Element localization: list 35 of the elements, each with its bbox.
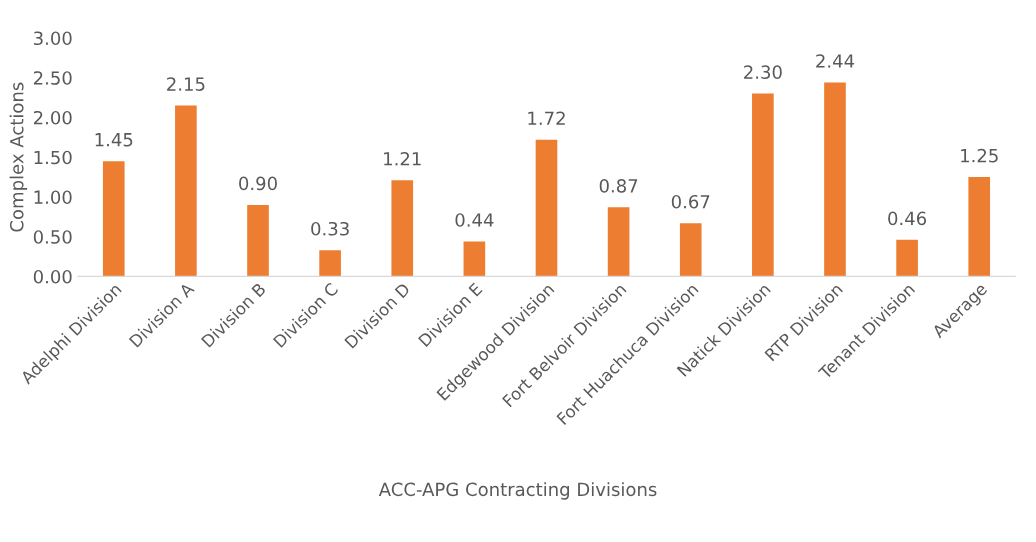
bar — [896, 239, 918, 277]
data-label: 2.15 — [167, 77, 205, 91]
bar — [824, 82, 846, 277]
y-tick-label: 0.00 — [33, 269, 72, 284]
y-tick-label: 1.00 — [34, 190, 72, 205]
bar — [679, 223, 702, 277]
data-label: 1.21 — [384, 151, 421, 166]
y-tick-label: 2.00 — [33, 110, 72, 125]
data-label: 2.44 — [816, 54, 855, 68]
data-label: 2.30 — [744, 65, 782, 79]
data-label: 0.67 — [671, 194, 710, 209]
bar — [535, 139, 558, 277]
y-tick-label: 1.50 — [34, 150, 72, 165]
bar — [463, 241, 486, 277]
data-label: 1.25 — [961, 148, 998, 163]
data-label: 0.44 — [455, 213, 494, 227]
bar — [607, 207, 630, 277]
bar — [102, 161, 125, 277]
data-label: 0.46 — [888, 211, 927, 226]
bar — [968, 177, 991, 277]
bar — [247, 204, 269, 277]
bar — [391, 180, 414, 277]
data-label: 0.90 — [239, 176, 277, 191]
data-label: 0.87 — [599, 178, 638, 193]
data-label: 0.33 — [311, 221, 349, 236]
bar — [175, 105, 197, 277]
y-axis-title: Complex Actions — [9, 82, 28, 232]
y-tick-label: 0.50 — [33, 230, 72, 244]
data-label: 1.45 — [95, 133, 133, 147]
y-tick-label: 2.50 — [33, 71, 72, 85]
data-label: 1.72 — [528, 111, 565, 125]
bar — [752, 93, 774, 277]
bar — [319, 250, 341, 277]
y-tick-label: 3.00 — [34, 31, 72, 46]
x-axis-title: ACC-APG Contracting Divisions — [378, 482, 657, 500]
